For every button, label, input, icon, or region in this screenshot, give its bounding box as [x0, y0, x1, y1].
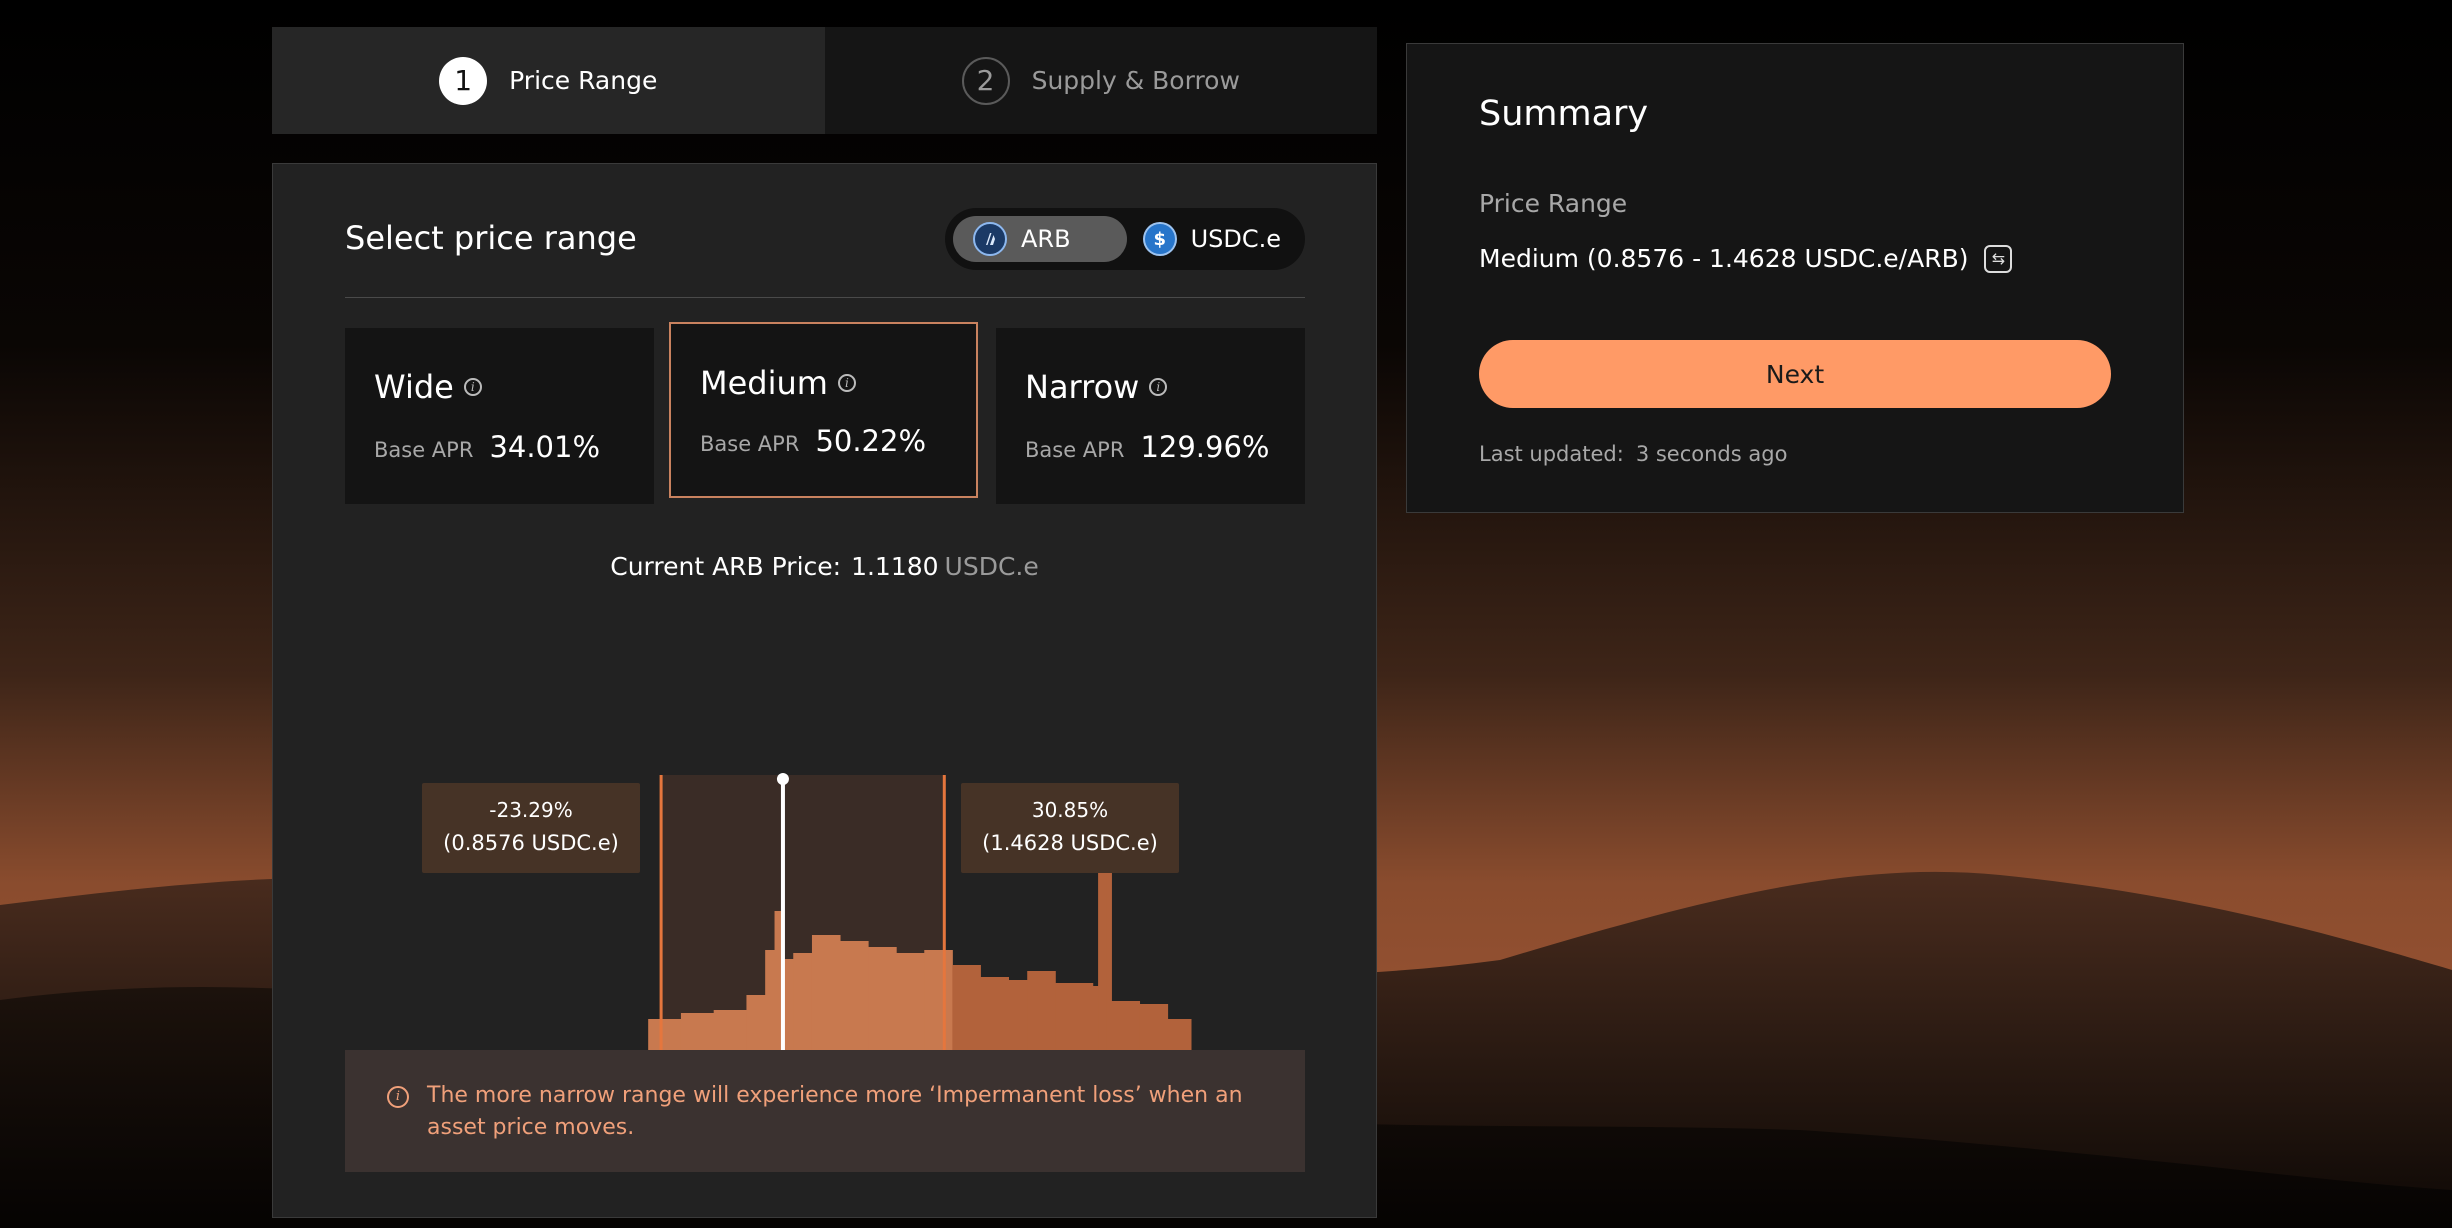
range-name: Narrow i: [1025, 368, 1168, 406]
current-price: Current ARB Price: 1.1180 USDC.e: [273, 552, 1376, 581]
divider: [345, 297, 1305, 298]
range-name-text: Wide: [374, 368, 454, 406]
last-updated-value: 3 seconds ago: [1635, 442, 1788, 466]
step-supply-borrow[interactable]: 2 Supply & Borrow: [824, 27, 1377, 134]
next-button[interactable]: Next: [1479, 340, 2111, 408]
range-low-label-box: [422, 783, 640, 873]
apr-value: 129.96%: [1140, 430, 1270, 464]
range-option-medium[interactable]: Medium i Base APR 50.22%: [669, 322, 978, 498]
apr-label: Base APR: [700, 432, 800, 456]
summary-range: Medium (0.8576 - 1.4628 USDC.e/ARB) ⇆: [1479, 244, 2013, 273]
histogram-spike: [1098, 800, 1107, 1085]
apr-label: Base APR: [374, 438, 474, 462]
step-label: Supply & Borrow: [1031, 66, 1240, 95]
last-updated: Last updated: 3 seconds ago: [1479, 442, 1787, 466]
summary-title: Summary: [1479, 94, 1649, 134]
token-arb-toggle[interactable]: ARB: [953, 216, 1127, 262]
arb-token-icon: [973, 222, 1007, 256]
histogram-bar: [1092, 986, 1103, 1085]
apr-row: Base APR 50.22%: [700, 424, 926, 458]
token-label: ARB: [1021, 225, 1071, 253]
notice-text: The more narrow range will experience mo…: [427, 1083, 1243, 1140]
range-name: Medium i: [700, 364, 856, 402]
summary-label: Price Range: [1479, 189, 1628, 218]
price-range-card: Select price range ARB $ USDC.e Wide i B…: [272, 163, 1377, 1218]
apr-row: Base APR 34.01%: [374, 430, 600, 464]
range-low-label-pct: -23.29%: [489, 798, 572, 822]
current-price-label: Current ARB Price:: [610, 552, 842, 581]
range-high-label-pct: 30.85%: [1032, 798, 1108, 822]
step-number: 1: [439, 56, 488, 105]
range-name-text: Narrow: [1025, 368, 1140, 406]
range-option-narrow[interactable]: Narrow i Base APR 129.96%: [996, 328, 1305, 504]
range-name-text: Medium: [700, 364, 828, 402]
current-price-marker: [776, 773, 789, 785]
apr-row: Base APR 129.96%: [1025, 430, 1269, 464]
token-label: USDC.e: [1190, 225, 1281, 253]
impermanent-loss-notice: i The more narrow range will experience …: [345, 1050, 1305, 1172]
info-icon: i: [387, 1086, 409, 1108]
step-price-range[interactable]: 1 Price Range: [272, 27, 825, 134]
swap-icon[interactable]: ⇆: [1984, 244, 2013, 273]
histogram-bar: [1102, 800, 1112, 1085]
step-number: 2: [961, 56, 1010, 105]
step-label: Price Range: [509, 66, 658, 95]
apr-value: 50.22%: [815, 424, 927, 458]
range-option-wide[interactable]: Wide i Base APR 34.01%: [345, 328, 654, 504]
range-low-label-price: (0.8576 USDC.e): [443, 831, 619, 855]
summary-range-text: Medium (0.8576 - 1.4628 USDC.e/ARB): [1479, 244, 1969, 273]
token-toggle: ARB $ USDC.e: [945, 208, 1305, 270]
apr-label: Base APR: [1025, 438, 1125, 462]
histogram-bar: [774, 911, 785, 1085]
usdc-token-icon: $: [1143, 222, 1177, 256]
histogram-bar: [765, 950, 776, 1085]
token-usdc-toggle[interactable]: $ USDC.e: [1135, 216, 1301, 262]
range-high-label-price: (1.4628 USDC.e): [982, 831, 1158, 855]
apr-value: 34.01%: [489, 430, 601, 464]
last-updated-label: Last updated:: [1479, 442, 1624, 466]
info-icon[interactable]: i: [1149, 378, 1168, 396]
current-price-value: 1.1180: [851, 552, 939, 581]
info-icon[interactable]: i: [463, 378, 482, 396]
liquidity-chart: 0.60.81.01.21.41.61.8-23.29%(0.8576 USDC…: [422, 773, 1192, 1118]
summary-card: Summary Price Range Medium (0.8576 - 1.4…: [1406, 43, 2184, 513]
range-high-label-box: [961, 783, 1179, 873]
current-price-unit: USDC.e: [944, 552, 1039, 581]
histogram-bar: [783, 959, 794, 1085]
info-icon[interactable]: i: [837, 374, 856, 392]
card-title: Select price range: [345, 219, 637, 257]
range-name: Wide i: [374, 368, 482, 406]
stepper: 1 Price Range 2 Supply & Borrow: [272, 27, 1377, 134]
